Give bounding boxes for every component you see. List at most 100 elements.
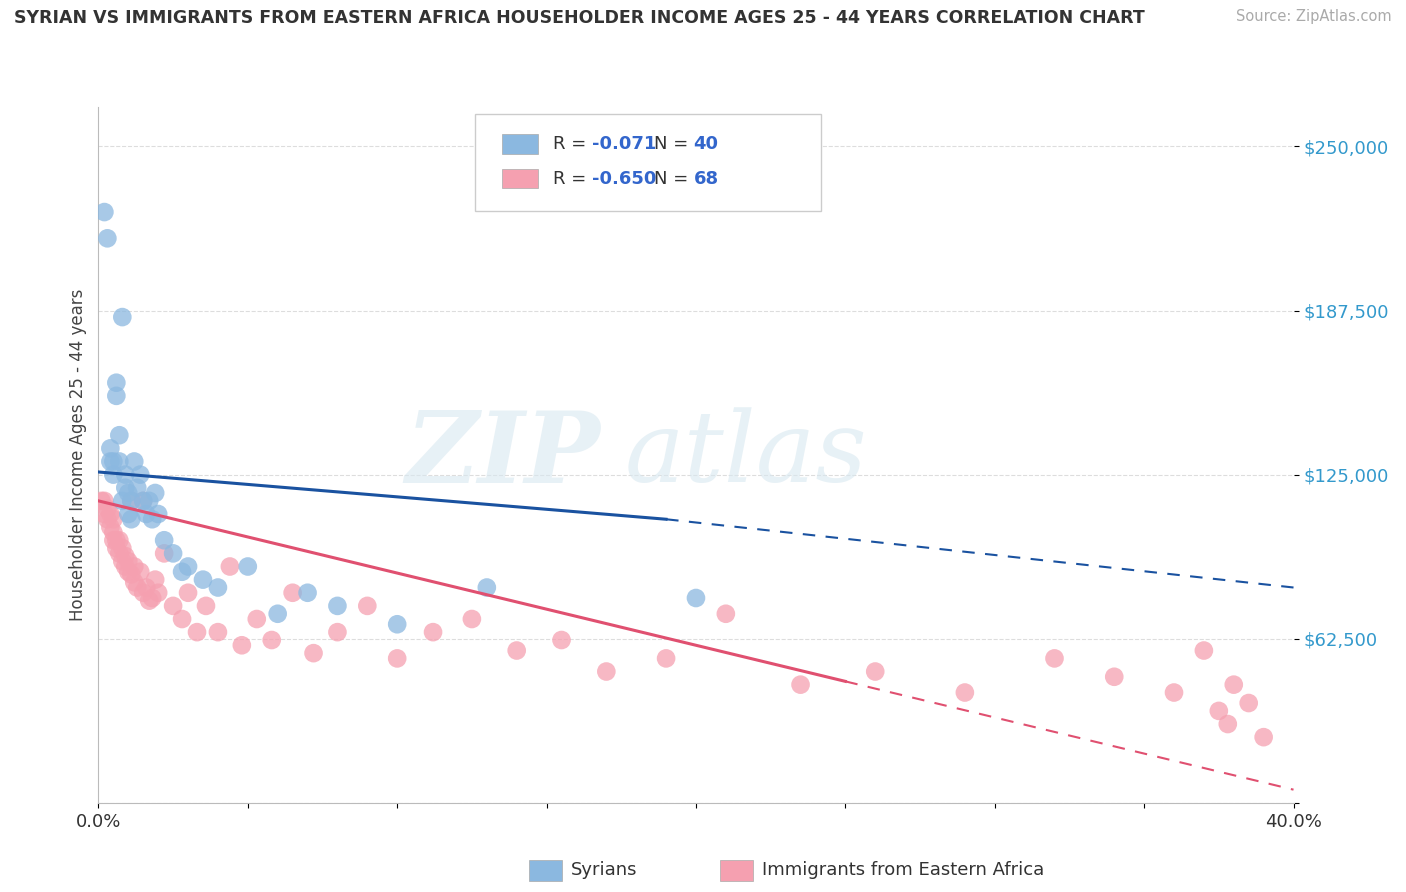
Point [105,389,128,403]
Point [207,625,229,640]
Point [120,494,142,508]
Text: Source: ZipAtlas.com: Source: ZipAtlas.com [1236,9,1392,24]
Point [194,599,218,613]
Point [153,546,176,560]
Point [124,559,146,574]
Point [138,593,160,607]
Point [1253,730,1275,744]
Point [132,494,155,508]
Point [1192,643,1215,657]
Text: 68: 68 [693,169,718,187]
Point [111,494,134,508]
Point [148,507,170,521]
Point [129,565,152,579]
Point [302,646,325,660]
Point [595,665,617,679]
Text: atlas: atlas [624,408,868,502]
Point [1163,685,1185,699]
Point [714,607,737,621]
Point [105,376,128,390]
Point [111,554,134,568]
Point [111,310,134,324]
Bar [502,134,538,153]
Point [326,599,349,613]
FancyBboxPatch shape [475,114,821,211]
Point [550,633,572,648]
Text: -0.071: -0.071 [592,135,657,153]
Point [865,665,887,679]
Point [177,586,200,600]
Point [132,586,155,600]
Point [385,617,409,632]
Point [103,525,125,540]
Point [219,559,242,574]
Point [105,541,128,555]
Point [114,481,136,495]
Point [281,586,304,600]
Point [129,467,152,482]
Point [132,494,155,508]
Point [120,494,142,508]
Text: N =: N = [654,135,695,153]
Point [789,678,811,692]
Point [127,581,149,595]
Point [141,591,163,605]
Point [108,454,131,468]
Point [108,546,131,560]
Text: R =: R = [553,135,592,153]
Point [475,581,498,595]
Bar [720,860,754,880]
Bar [502,169,538,188]
Point [124,454,146,468]
Point [1104,670,1126,684]
Point [96,512,118,526]
Point [114,559,136,574]
Point [172,612,194,626]
Point [953,685,976,699]
Point [111,541,134,555]
Point [162,546,184,560]
Point [461,612,484,626]
Text: ZIP: ZIP [405,407,600,503]
Text: N =: N = [654,169,695,187]
Point [506,643,529,657]
Point [177,559,200,574]
Text: SYRIAN VS IMMIGRANTS FROM EASTERN AFRICA HOUSEHOLDER INCOME AGES 25 - 44 YEARS C: SYRIAN VS IMMIGRANTS FROM EASTERN AFRICA… [14,9,1144,27]
Point [1237,696,1260,710]
Point [186,625,208,640]
Point [207,581,229,595]
Point [143,486,166,500]
Point [135,507,157,521]
Point [162,599,184,613]
Point [117,486,139,500]
Point [103,467,125,482]
Text: Immigrants from Eastern Africa: Immigrants from Eastern Africa [762,862,1043,880]
Point [114,467,136,482]
Point [138,494,160,508]
Point [127,481,149,495]
Bar [529,860,562,880]
Point [172,565,194,579]
Point [231,638,253,652]
Point [685,591,707,605]
Point [103,512,125,526]
Point [120,567,142,582]
Point [153,533,176,548]
Point [108,533,131,548]
Point [148,586,170,600]
Point [655,651,678,665]
Point [108,428,131,442]
Point [246,612,269,626]
Point [98,520,122,534]
Point [135,581,157,595]
Text: R =: R = [553,169,592,187]
Point [90,494,112,508]
Point [422,625,444,640]
Point [191,573,214,587]
Point [120,512,142,526]
Point [141,512,163,526]
Point [103,533,125,548]
Point [117,507,139,521]
Point [93,494,115,508]
Point [1223,678,1246,692]
